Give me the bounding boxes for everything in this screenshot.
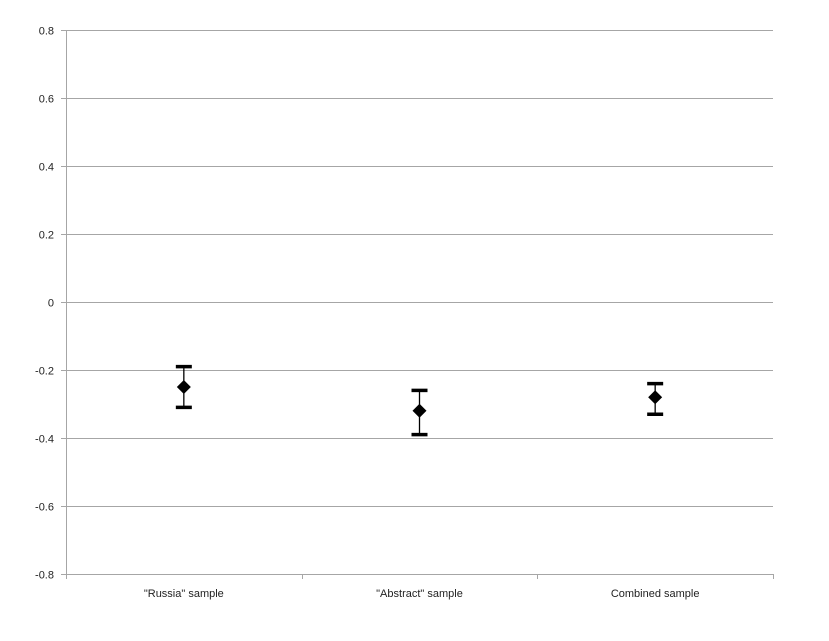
y-tick-label: -0.8 (35, 570, 54, 582)
axes (61, 30, 774, 579)
y-tick-label: 0.2 (39, 230, 54, 242)
data-point-marker (648, 390, 663, 405)
y-tick-label: 0 (48, 298, 54, 310)
y-tick-label: -0.6 (35, 502, 54, 514)
x-tick-label: "Russia" sample (144, 588, 224, 600)
y-tick-label: -0.4 (35, 434, 54, 446)
x-tick-label: Combined sample (611, 588, 700, 600)
x-tick-label: "Abstract" sample (376, 588, 463, 600)
y-tick-labels: -0.8 -0.6 -0.4 -0.2 0 0.2 0.4 0.6 0.8 (35, 26, 54, 582)
data-series (175, 364, 664, 437)
data-point-marker (176, 380, 191, 394)
data-point-marker (412, 403, 427, 418)
y-tick-label: -0.2 (35, 366, 54, 378)
y-tick-label: 0.8 (39, 26, 54, 38)
y-tick-label: 0.6 (39, 94, 54, 106)
y-tick-label: 0.4 (39, 162, 54, 174)
x-tick-labels: "Russia" sample "Abstract" sample Combined… (144, 588, 700, 600)
